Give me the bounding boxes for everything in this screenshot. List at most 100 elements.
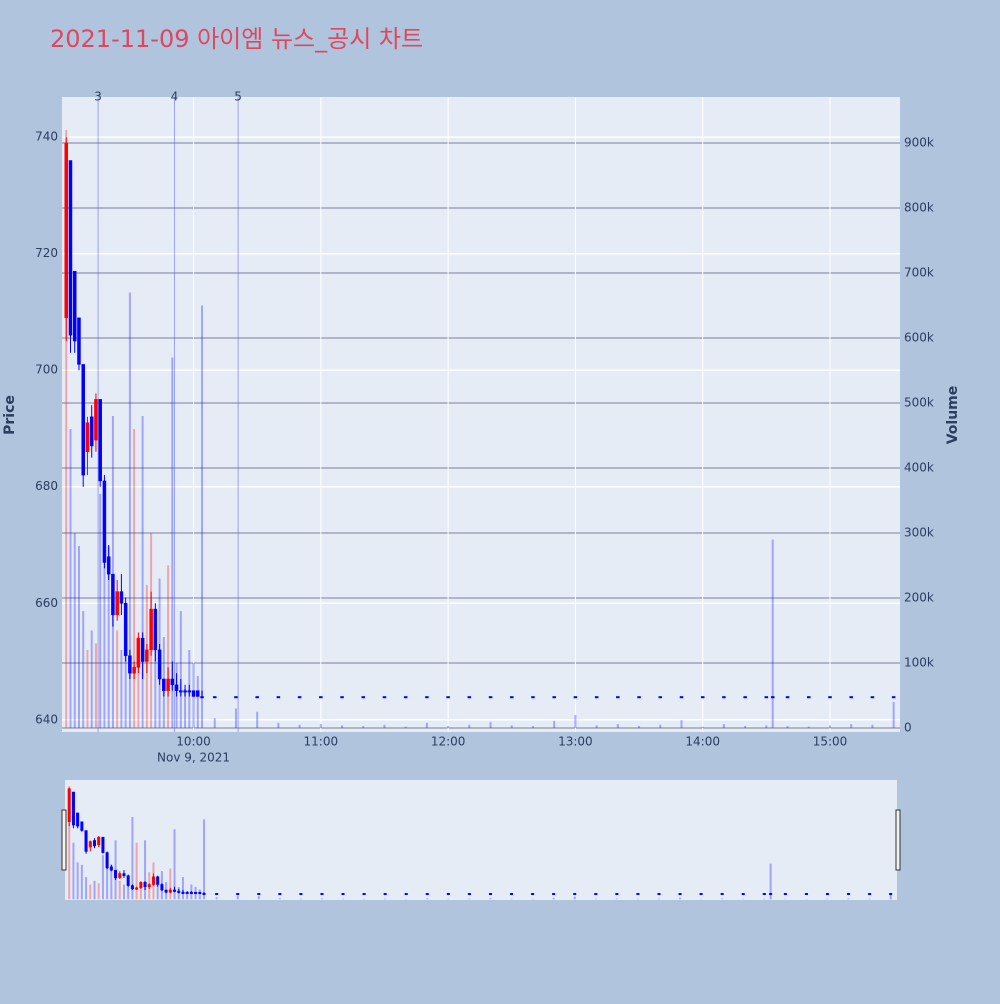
candle-body xyxy=(573,893,576,895)
candle-body xyxy=(319,696,322,698)
candle-body xyxy=(279,893,282,895)
candle-body xyxy=(213,696,216,698)
candle-body xyxy=(892,696,895,698)
slider-volume-bar xyxy=(115,840,117,899)
slider-volume-bar xyxy=(144,840,146,899)
candle-body xyxy=(425,696,428,698)
candle-body xyxy=(868,893,871,895)
volume-bar xyxy=(659,725,661,728)
candle-body xyxy=(82,364,85,475)
candle-body xyxy=(119,873,122,877)
slider-volume-bar xyxy=(89,885,91,900)
candle-body xyxy=(73,271,76,341)
volume-bar xyxy=(99,494,101,728)
candle-body xyxy=(177,891,180,893)
volume-bar xyxy=(256,712,258,728)
candle-body xyxy=(97,837,100,845)
candle-body xyxy=(184,691,187,693)
candle-body xyxy=(135,888,138,890)
volume-bar xyxy=(299,725,301,728)
plot-area xyxy=(62,97,900,732)
candle-body xyxy=(341,696,344,698)
candle-body xyxy=(93,840,96,846)
candle-body xyxy=(256,696,259,698)
slider-volume-bar xyxy=(468,899,470,900)
candle-body xyxy=(194,892,197,894)
volume-bar xyxy=(744,726,746,728)
slider-volume-bar xyxy=(216,897,218,899)
slider-volume-bar xyxy=(384,899,386,900)
volume-bar xyxy=(638,726,640,728)
candle-body xyxy=(116,592,119,615)
candle-body xyxy=(300,893,303,895)
candle-body xyxy=(771,696,774,698)
volume-bar xyxy=(95,644,97,728)
candle-body xyxy=(574,696,577,698)
candle-body xyxy=(169,890,172,892)
volume-bar xyxy=(78,546,80,728)
slider-volume-bar xyxy=(77,862,79,899)
volume-bar xyxy=(426,723,428,728)
slider-volume-bar xyxy=(81,865,83,899)
y2-tick-label: 300k xyxy=(904,526,934,540)
candle-body xyxy=(447,893,450,895)
chart-title: 2021-11-09 아이엠 뉴스_공시 차트 xyxy=(50,25,423,53)
slider-volume-bar xyxy=(199,889,201,899)
candle-body xyxy=(150,609,153,650)
candle-body xyxy=(131,886,134,889)
candle-body xyxy=(363,893,366,895)
candle-body xyxy=(188,691,191,693)
slider-volume-bar xyxy=(300,899,302,900)
slider-handle[interactable] xyxy=(896,810,900,870)
volume-bar xyxy=(116,631,118,728)
candle-body xyxy=(805,893,808,895)
volume-bar xyxy=(829,725,831,728)
candle-body xyxy=(342,893,345,895)
volume-bar xyxy=(765,725,767,728)
volume-bar xyxy=(553,721,555,728)
volume-bar xyxy=(214,718,216,728)
volume-bar xyxy=(180,611,182,728)
y2-tick-label: 900k xyxy=(904,136,934,150)
candle-body xyxy=(161,884,164,890)
y2-tick-label: 800k xyxy=(904,201,934,215)
candle-body xyxy=(182,892,185,894)
candle-body xyxy=(99,399,102,481)
candle-body xyxy=(102,837,105,852)
candle-body xyxy=(154,609,157,650)
volume-bar xyxy=(772,540,774,728)
volume-bar xyxy=(702,727,704,728)
volume-bar xyxy=(362,726,364,728)
slider-volume-bar xyxy=(93,881,95,899)
slider-volume-bar xyxy=(85,877,87,899)
slider-volume-bar xyxy=(321,899,323,900)
candle-body xyxy=(85,831,88,852)
y-axis-title: Price xyxy=(2,395,18,435)
candle-body xyxy=(76,813,79,826)
candle-body xyxy=(847,893,850,895)
candle-body xyxy=(234,696,237,698)
range-slider[interactable] xyxy=(65,780,897,900)
volume-bar xyxy=(112,416,114,728)
candle-body xyxy=(107,557,110,574)
slider-handle[interactable] xyxy=(62,810,66,870)
volume-bar xyxy=(447,726,449,728)
slider-volume-bar xyxy=(658,899,660,900)
volume-bar xyxy=(405,727,407,728)
candle-body xyxy=(69,161,72,336)
volume-bar xyxy=(787,726,789,728)
candle-body xyxy=(123,873,126,875)
slider-volume-bar xyxy=(182,877,184,899)
candle-body xyxy=(595,696,598,698)
y2-axis-title: Volume xyxy=(945,386,961,445)
slider-volume-bar xyxy=(258,896,260,899)
candle-body xyxy=(680,696,683,698)
volume-bar xyxy=(120,650,122,728)
candle-body xyxy=(447,696,450,698)
candle-body xyxy=(90,417,93,446)
candle-body xyxy=(468,696,471,698)
candle-body xyxy=(190,892,193,894)
candle-body xyxy=(744,696,747,698)
slider-volume-bar xyxy=(848,899,850,900)
